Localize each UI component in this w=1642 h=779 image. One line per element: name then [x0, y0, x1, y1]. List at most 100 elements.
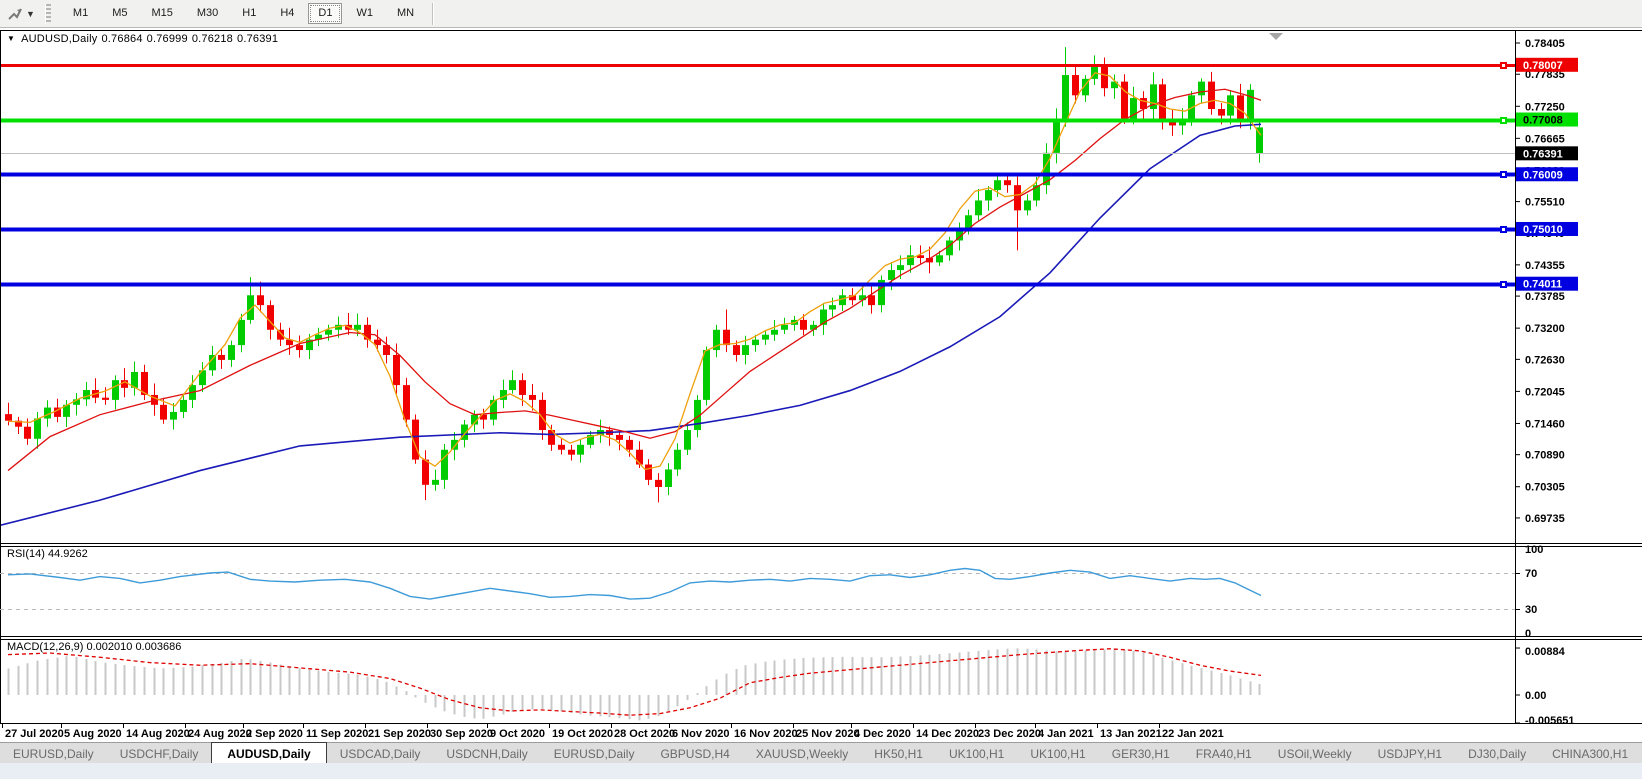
- candle-body: [412, 419, 419, 460]
- candle-body: [121, 380, 128, 388]
- candle-body: [209, 354, 216, 371]
- candle-body: [985, 190, 992, 201]
- candle-body: [451, 439, 458, 450]
- date-axis-label: 14 Dec 2020: [916, 728, 979, 740]
- ohlc-low: 0.76218: [191, 33, 233, 45]
- candle-body: [1198, 81, 1205, 96]
- rsi-axis-label: 30: [1525, 604, 1537, 616]
- timeframe-button-m30[interactable]: M30: [196, 7, 219, 19]
- chart-tab-eurusd-daily[interactable]: EURUSD,Daily: [13, 746, 94, 761]
- timeframe-button-m15[interactable]: M15: [151, 7, 173, 19]
- candle-body: [403, 385, 410, 420]
- chart-window[interactable]: 0.784050.778350.772500.766650.760800.755…: [0, 29, 1642, 742]
- candle-body: [432, 479, 439, 485]
- timeframe-button-w1[interactable]: W1: [356, 7, 373, 19]
- tool-dropdown-caret-icon[interactable]: ▼: [26, 8, 35, 19]
- candle-body: [810, 324, 817, 330]
- candle-body: [238, 319, 245, 346]
- candle-body: [490, 399, 497, 420]
- chart-tab-china300-h1[interactable]: CHINA300,H1: [1552, 746, 1629, 761]
- chart-tab-fra40-h1[interactable]: FRA40,H1: [1195, 746, 1252, 761]
- candle-body: [859, 295, 866, 301]
- chart-cursor-tool-icon[interactable]: [4, 4, 26, 24]
- candle-body: [829, 305, 836, 310]
- timeframe-button-m5[interactable]: M5: [112, 7, 128, 19]
- candle-body: [888, 270, 895, 280]
- candle-body: [548, 430, 555, 445]
- chart-tab-usdcnh-daily[interactable]: USDCNH,Daily: [446, 746, 528, 761]
- chart-tab-audusd-daily[interactable]: AUDUSD,Daily: [211, 742, 327, 763]
- candle-body: [247, 295, 254, 320]
- candle-body: [975, 200, 982, 216]
- candle-body: [73, 399, 80, 405]
- date-axis-label: 28 Oct 2020: [614, 728, 675, 740]
- candle-body: [374, 339, 381, 346]
- candle-body: [965, 215, 972, 231]
- price-badge-label: 0.75010: [1523, 224, 1563, 236]
- chart-tab-usoil-weekly[interactable]: USOil,Weekly: [1277, 746, 1352, 761]
- line-end-marker-center: [1502, 283, 1505, 286]
- candle-body: [1024, 200, 1031, 211]
- price-badge: [1516, 146, 1578, 161]
- candle-body: [354, 324, 361, 330]
- candle-body: [1179, 119, 1186, 126]
- candle-body: [364, 324, 371, 340]
- candle-body: [441, 449, 448, 480]
- timeframe-button-d1[interactable]: D1: [308, 3, 343, 24]
- rsi-axis-label: 100: [1525, 544, 1543, 556]
- candle-body: [315, 334, 322, 340]
- candle-body: [199, 370, 206, 386]
- candle-body: [733, 345, 740, 355]
- candle-body: [994, 180, 1001, 191]
- chart-tab-eurusd-daily[interactable]: EURUSD,Daily: [553, 746, 635, 761]
- candle-body: [1208, 81, 1215, 110]
- chart-tab-usdcad-daily[interactable]: USDCAD,Daily: [339, 746, 421, 761]
- candle-body: [529, 394, 536, 400]
- candle-body: [1062, 75, 1069, 120]
- price-axis-label: 0.74355: [1525, 260, 1565, 272]
- timeframe-button-mn[interactable]: MN: [396, 7, 415, 19]
- toolbar-grip-handle[interactable]: [44, 3, 51, 24]
- date-axis-label: 14 Aug 2020: [126, 728, 190, 740]
- chart-tab-hk50-h1[interactable]: HK50,H1: [874, 746, 923, 761]
- timeframe-button-h4[interactable]: H4: [280, 7, 295, 19]
- price-badge-label: 0.74011: [1523, 279, 1562, 291]
- candle-body: [684, 430, 691, 450]
- collapse-triangle-icon[interactable]: ▼: [7, 34, 16, 43]
- candle-body: [112, 380, 119, 400]
- chart-tab-dj30-daily[interactable]: DJ30,Daily: [1468, 746, 1527, 761]
- candle-body: [1256, 127, 1263, 154]
- candle-body: [306, 339, 313, 351]
- candle-body: [752, 339, 759, 346]
- chart-tab-uk100-h1[interactable]: UK100,H1: [948, 746, 1005, 761]
- chart-tab-ger30-h1[interactable]: GER30,H1: [1111, 746, 1170, 761]
- date-axis-label: 6 Nov 2020: [672, 728, 729, 740]
- ma-mid-line: [7, 88, 1262, 472]
- macd-indicator-label: MACD(12,26,9) 0.002010 0.003686: [7, 641, 182, 653]
- candle-body: [44, 407, 51, 419]
- rsi-axis-label: 0: [1525, 628, 1531, 640]
- candle-body: [335, 324, 342, 330]
- chart-tab-bar: EURUSD,Daily USDCHF,Daily AUDUSD,Daily USDC…: [0, 742, 1642, 763]
- chart-tab-usdchf-daily[interactable]: USDCHF,Daily: [119, 746, 199, 761]
- chart-tab-uk100-h1[interactable]: UK100,H1: [1030, 746, 1086, 761]
- price-badge-label: 0.77008: [1523, 115, 1563, 127]
- timeframe-button-h1[interactable]: H1: [242, 7, 257, 19]
- candle-body: [1033, 185, 1040, 201]
- chart-symbol-period: AUDUSD,Daily: [21, 33, 98, 45]
- candle-body: [1218, 109, 1225, 116]
- candle-body: [655, 479, 662, 487]
- timeframe-button-m1[interactable]: M1: [72, 7, 89, 19]
- candle-body: [713, 329, 720, 351]
- chart-title-overlay: ▼ AUDUSD,Daily 0.76864 0.76999 0.76218 0.7639…: [7, 33, 282, 45]
- date-axis-label: 4 Dec 2020: [854, 728, 911, 740]
- chart-shift-triangle-icon[interactable]: [1269, 33, 1283, 40]
- chart-tab-gbpusd-h4[interactable]: GBPUSD,H4: [660, 746, 730, 761]
- candle-body: [1072, 75, 1079, 96]
- chart-tab-xauusd-weekly[interactable]: XAUUSD,Weekly: [755, 746, 849, 761]
- price-axis-label: 0.78405: [1525, 38, 1565, 50]
- candle-body: [131, 371, 138, 388]
- chart-tab-usdjpy-h1[interactable]: USDJPY,H1: [1377, 746, 1443, 761]
- candle-body: [1247, 89, 1254, 120]
- date-axis-label: 22 Jan 2021: [1162, 728, 1224, 740]
